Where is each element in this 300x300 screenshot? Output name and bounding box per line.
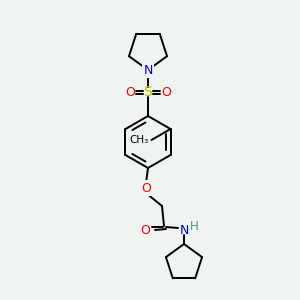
Text: S: S: [144, 85, 152, 99]
Text: O: O: [140, 224, 150, 236]
Text: N: N: [143, 64, 153, 76]
Text: O: O: [141, 182, 151, 194]
Text: N: N: [143, 64, 153, 76]
Text: H: H: [190, 220, 198, 232]
Text: O: O: [125, 85, 135, 98]
Text: CH₃: CH₃: [129, 135, 148, 145]
Text: N: N: [179, 224, 189, 236]
Text: O: O: [161, 85, 171, 98]
